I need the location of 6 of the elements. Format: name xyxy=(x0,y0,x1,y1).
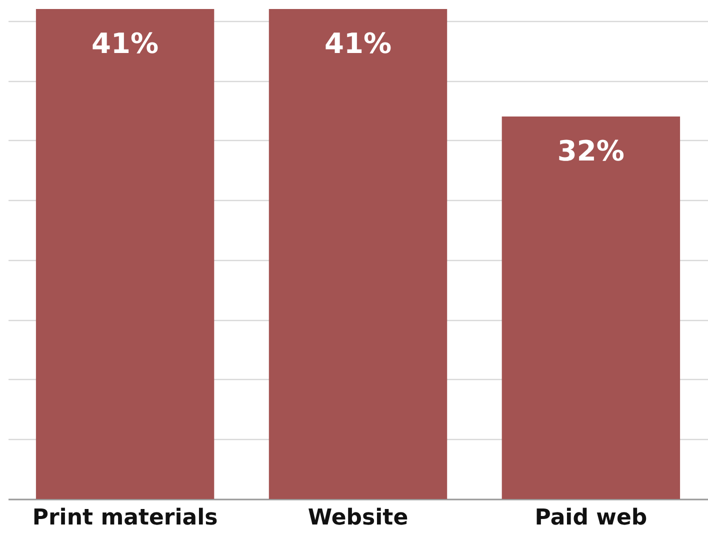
x-tick-label: Paid web xyxy=(534,506,648,530)
x-tick-label: Print materials xyxy=(32,506,218,530)
data-label: 32% xyxy=(557,134,624,168)
data-label: 41% xyxy=(324,27,392,60)
x-tick-label: Website xyxy=(308,506,408,530)
data-label: 41% xyxy=(92,27,159,60)
